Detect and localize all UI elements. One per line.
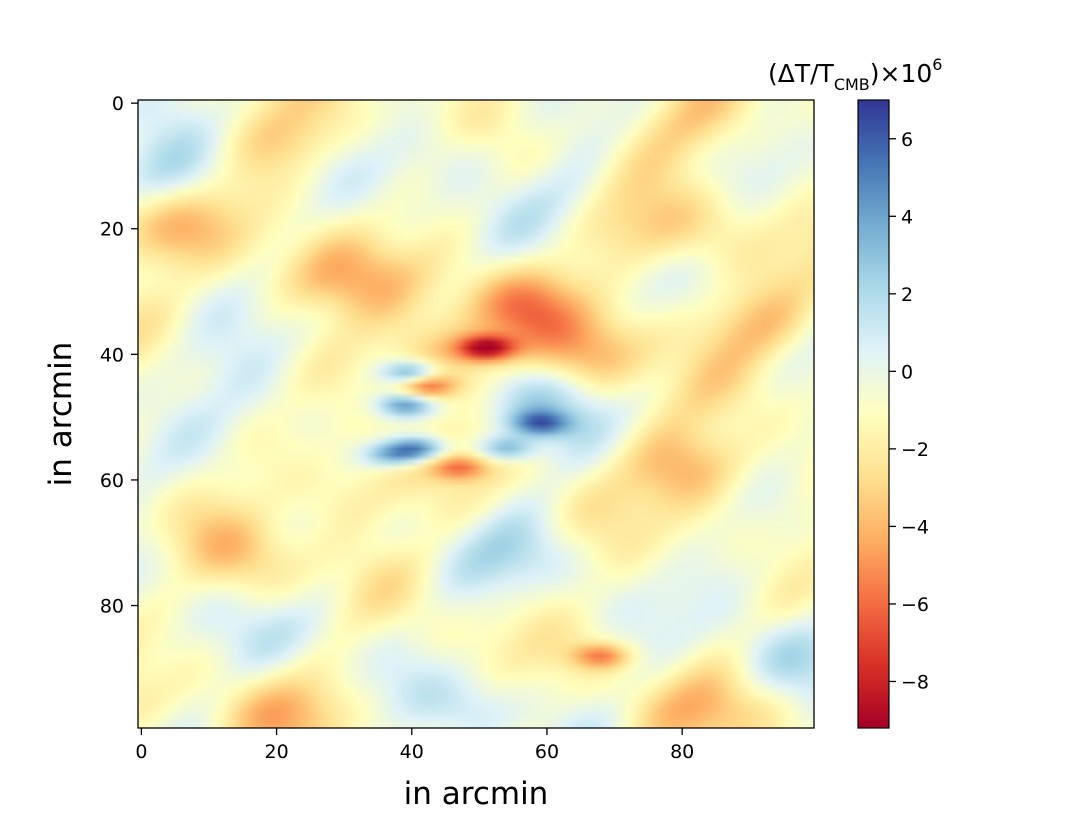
plot-frame	[137, 99, 815, 729]
colorbar-tick-label: −6	[901, 594, 929, 616]
colorbar-tick-label: −2	[901, 439, 929, 461]
colorbar-title-main: (ΔT/T	[768, 59, 835, 88]
colorbar-tick-label: 2	[901, 284, 913, 306]
x-tick-label: 0	[135, 741, 147, 763]
y-axis-title: in arcmin	[43, 342, 79, 487]
colorbar-tick-label: −4	[901, 516, 929, 538]
x-tick-label: 20	[264, 741, 288, 763]
y-axis-ticks: 0 20 40 60 80	[100, 93, 138, 618]
x-tick-label: 80	[670, 741, 694, 763]
colorbar-title-tail: )×10	[870, 59, 933, 88]
colorbar-title-sub: CMB	[834, 75, 870, 94]
x-tick-label: 40	[400, 741, 424, 763]
colorbar-title-sup: 6	[932, 55, 942, 74]
colorbar-ticks: 6 4 2 0 −2 −4 −6 −8	[889, 129, 929, 693]
y-tick-label: 40	[100, 344, 124, 366]
y-tick-label: 60	[100, 470, 124, 492]
x-axis-ticks: 0 20 40 60 80	[135, 728, 694, 763]
colorbar-tick-label: 6	[901, 129, 913, 151]
y-tick-label: 0	[112, 93, 124, 115]
y-tick-label: 80	[100, 596, 124, 618]
colorbar-tick-label: 0	[901, 361, 913, 383]
y-tick-label: 20	[100, 219, 124, 241]
colorbar-tick-label: −8	[901, 671, 929, 693]
heatmap-image	[138, 100, 814, 728]
colorbar	[857, 99, 890, 729]
colorbar-title: (ΔT/TCMB)×106	[768, 55, 942, 94]
x-tick-label: 60	[535, 741, 559, 763]
x-axis-title: in arcmin	[404, 776, 549, 812]
heatmap-raster	[138, 100, 814, 728]
colorbar-tick-label: 4	[901, 206, 913, 228]
